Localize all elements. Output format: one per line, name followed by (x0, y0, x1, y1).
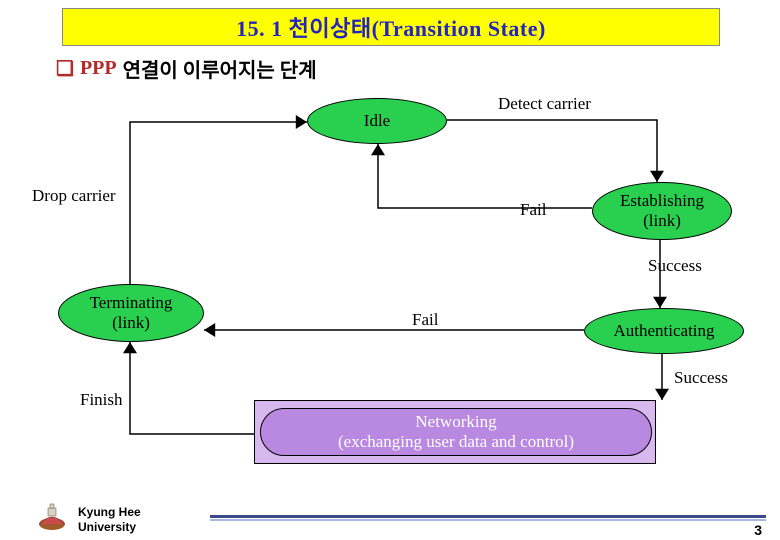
page-number: 3 (754, 522, 762, 538)
state-establishing-label: Establishing(link) (616, 189, 708, 232)
bullet-text: 연결이 이루어지는 단계 (123, 54, 317, 83)
bullet-ppp: PPP (80, 57, 117, 80)
footer: Kyung Hee University 3 (0, 494, 780, 540)
label-drop-carrier: Drop carrier (32, 186, 116, 206)
state-idle-label: Idle (360, 109, 394, 133)
state-idle: Idle (307, 98, 447, 144)
state-terminating-label: Terminating(link) (86, 291, 177, 334)
footer-rule-light (210, 519, 766, 521)
state-authenticating-label: Authenticating (609, 319, 718, 343)
bullet-icon: ❑ (56, 56, 74, 81)
university-line2: University (78, 520, 141, 534)
footer-rule-dark (210, 515, 766, 518)
university-logo-icon (36, 500, 68, 532)
state-networking-label: Networking(exchanging user data and cont… (334, 410, 578, 453)
label-fail-1: Fail (520, 200, 546, 220)
title-banner: 15. 1 천이상태(Transition State) (62, 8, 720, 46)
label-fail-2: Fail (412, 310, 438, 330)
label-success-2: Success (674, 368, 728, 388)
state-terminating: Terminating(link) (58, 284, 204, 342)
bullet-row: ❑ PPP 연결이 이루어지는 단계 (56, 54, 317, 83)
state-authenticating: Authenticating (584, 308, 744, 354)
university-line1: Kyung Hee (78, 505, 141, 519)
state-diagram: Idle Establishing(link) Authenticating N… (12, 94, 768, 486)
label-detect-carrier: Detect carrier (498, 94, 591, 114)
label-finish: Finish (80, 390, 123, 410)
title-text: 15. 1 천이상태(Transition State) (236, 11, 546, 43)
state-networking: Networking(exchanging user data and cont… (260, 408, 652, 456)
label-success-1: Success (648, 256, 702, 276)
state-establishing: Establishing(link) (592, 182, 732, 240)
slide: 15. 1 천이상태(Transition State) ❑ PPP 연결이 이… (0, 0, 780, 540)
university-name: Kyung Hee University (78, 505, 141, 534)
